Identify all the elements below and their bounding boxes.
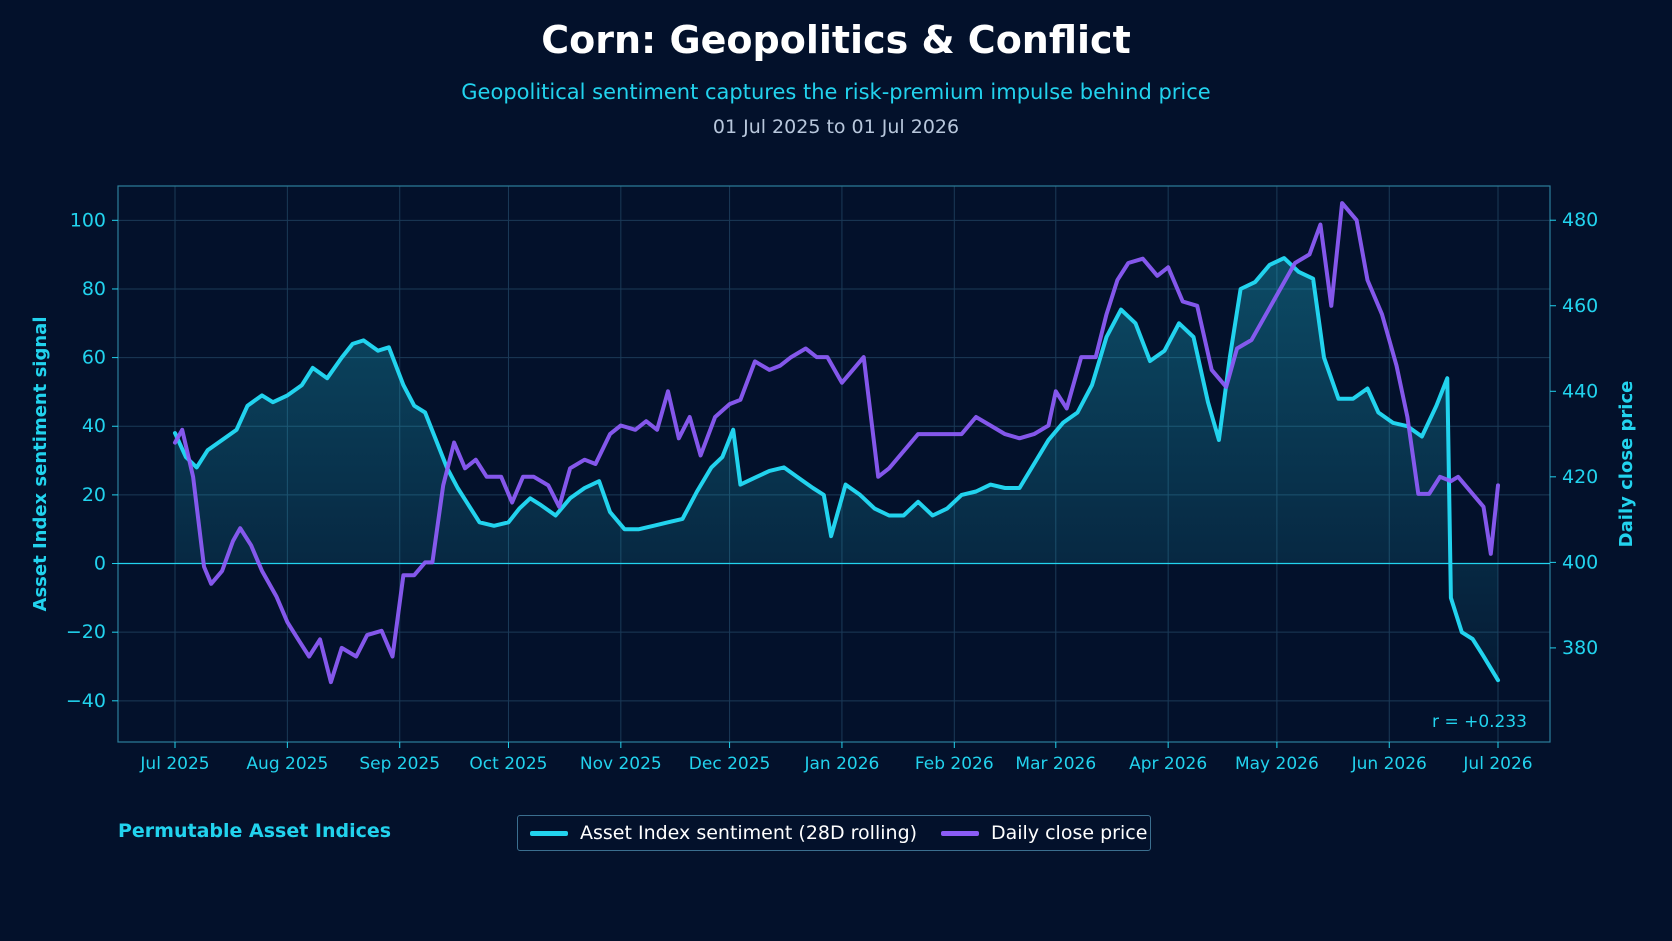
legend-entry-sentiment: Asset Index sentiment (28D rolling) bbox=[530, 816, 917, 850]
y-right-tick-label: 460 bbox=[1562, 295, 1598, 317]
y-right-tick-label: 400 bbox=[1562, 551, 1598, 573]
price-line bbox=[173, 201, 1500, 685]
axis-ticks: Jul 2025 Aug 2025 Sep 2025 Oct 2025 Nov 2025… bbox=[66, 209, 1598, 774]
y-right-tick-label: 480 bbox=[1562, 209, 1598, 231]
legend-label-sentiment: Asset Index sentiment (28D rolling) bbox=[580, 822, 918, 844]
y-right-tick-label: 380 bbox=[1562, 637, 1598, 659]
brand-label: Permutable Asset Indices bbox=[118, 820, 392, 842]
x-tick-label: Aug 2025 bbox=[246, 754, 328, 774]
x-tick-label: Oct 2025 bbox=[469, 754, 547, 774]
chart-subtitle: Geopolitical sentiment captures the risk… bbox=[461, 80, 1211, 104]
y-left-tick-label: 0 bbox=[94, 553, 106, 575]
legend-swatch-price bbox=[941, 830, 979, 836]
y-left-tick-label: 40 bbox=[82, 415, 106, 437]
chart-title: Corn: Geopolitics & Conflict bbox=[541, 18, 1131, 62]
y-left-tick-label: 80 bbox=[82, 278, 106, 300]
y-left-tick-label: 100 bbox=[70, 209, 106, 231]
y-left-tick-label: 20 bbox=[82, 484, 106, 506]
x-tick-label: Jul 2025 bbox=[139, 754, 209, 774]
x-tick-label: Feb 2026 bbox=[915, 754, 994, 774]
series-lines bbox=[173, 201, 1500, 685]
x-tick-label: Nov 2025 bbox=[580, 754, 662, 774]
x-tick-label: May 2026 bbox=[1235, 754, 1319, 774]
x-tick-label: Sep 2025 bbox=[359, 754, 440, 774]
y-axis-left-label: Asset Index sentiment signal bbox=[30, 317, 51, 612]
y-left-tick-label: 60 bbox=[82, 347, 106, 369]
y-right-tick-label: 420 bbox=[1562, 466, 1598, 488]
x-tick-label: Mar 2026 bbox=[1015, 754, 1096, 774]
x-tick-label: Jul 2026 bbox=[1462, 754, 1532, 774]
y-left-tick-label: −40 bbox=[66, 690, 106, 712]
x-tick-label: Jan 2026 bbox=[803, 754, 879, 774]
chart-legend: Asset Index sentiment (28D rolling) Dail… bbox=[517, 815, 1151, 851]
sentiment-area bbox=[175, 258, 1498, 681]
sentiment-line bbox=[173, 256, 1500, 683]
sentiment-area-fill bbox=[175, 258, 1498, 681]
x-tick-label: Jun 2026 bbox=[1351, 754, 1427, 774]
legend-entry-price: Daily close price bbox=[941, 816, 1147, 850]
plot-frame bbox=[117, 185, 1551, 743]
legend-swatch-sentiment bbox=[530, 830, 568, 836]
x-tick-label: Apr 2026 bbox=[1129, 754, 1207, 774]
y-axis-right-label: Daily close price bbox=[1616, 381, 1637, 548]
correlation-annotation: r = +0.233 bbox=[1432, 712, 1527, 732]
legend-label-price: Daily close price bbox=[991, 822, 1148, 844]
x-tick-label: Dec 2025 bbox=[689, 754, 771, 774]
y-right-tick-label: 440 bbox=[1562, 380, 1598, 402]
y-left-tick-label: −20 bbox=[66, 621, 106, 643]
chart-date-range: 01 Jul 2025 to 01 Jul 2026 bbox=[712, 116, 960, 138]
